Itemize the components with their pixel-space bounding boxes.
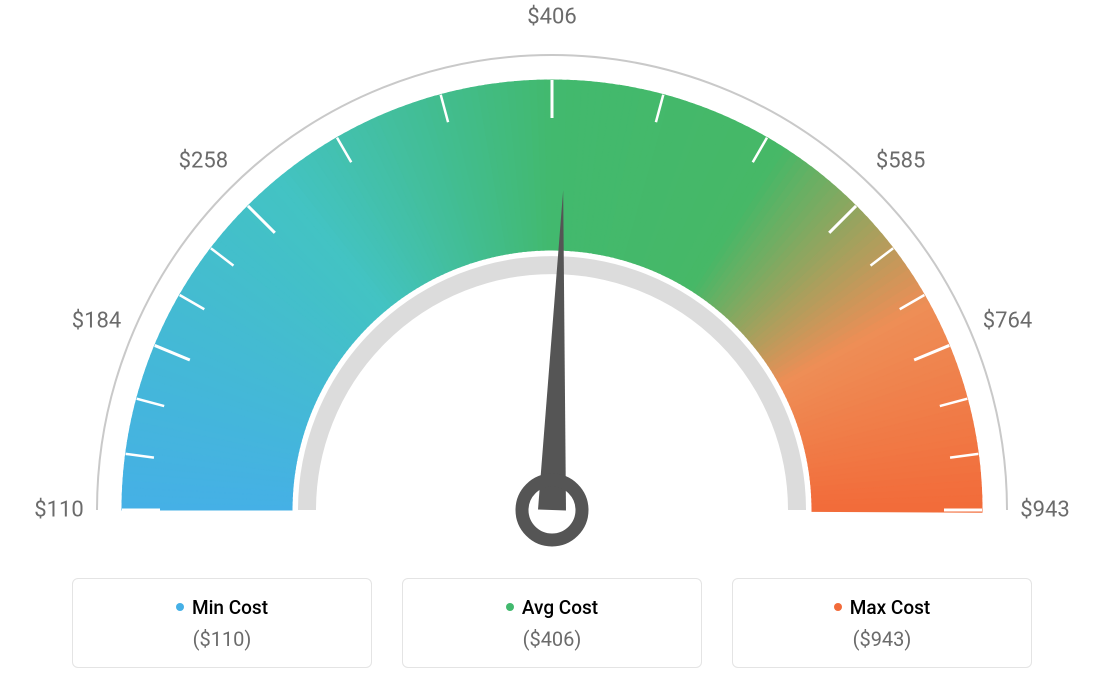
gauge-container: $110 $184 $258 $406 $585 $764 $943 [0, 0, 1104, 560]
legend-row: Min Cost ($110) Avg Cost ($406) Max Cost… [0, 578, 1104, 668]
legend-min-label: Min Cost [176, 596, 268, 619]
legend-label-text: Min Cost [192, 596, 268, 619]
gauge-chart [0, 0, 1104, 560]
legend-label-text: Max Cost [850, 596, 930, 619]
legend-avg-cost: Avg Cost ($406) [402, 578, 702, 668]
gauge-tick-label: $184 [72, 309, 121, 334]
dot-icon [834, 603, 842, 611]
dot-icon [506, 603, 514, 611]
legend-avg-value: ($406) [523, 627, 582, 651]
legend-min-cost: Min Cost ($110) [72, 578, 372, 668]
legend-max-label: Max Cost [834, 596, 930, 619]
legend-max-cost: Max Cost ($943) [732, 578, 1032, 668]
legend-avg-label: Avg Cost [506, 596, 598, 619]
gauge-tick-label: $406 [527, 5, 576, 30]
gauge-tick-label: $110 [34, 498, 83, 523]
gauge-tick-label: $764 [983, 309, 1032, 334]
legend-label-text: Avg Cost [522, 596, 598, 619]
gauge-tick-label: $943 [1020, 498, 1069, 523]
dot-icon [176, 603, 184, 611]
legend-min-value: ($110) [193, 627, 252, 651]
gauge-tick-label: $585 [876, 149, 925, 174]
gauge-tick-label: $258 [179, 149, 228, 174]
legend-max-value: ($943) [853, 627, 912, 651]
